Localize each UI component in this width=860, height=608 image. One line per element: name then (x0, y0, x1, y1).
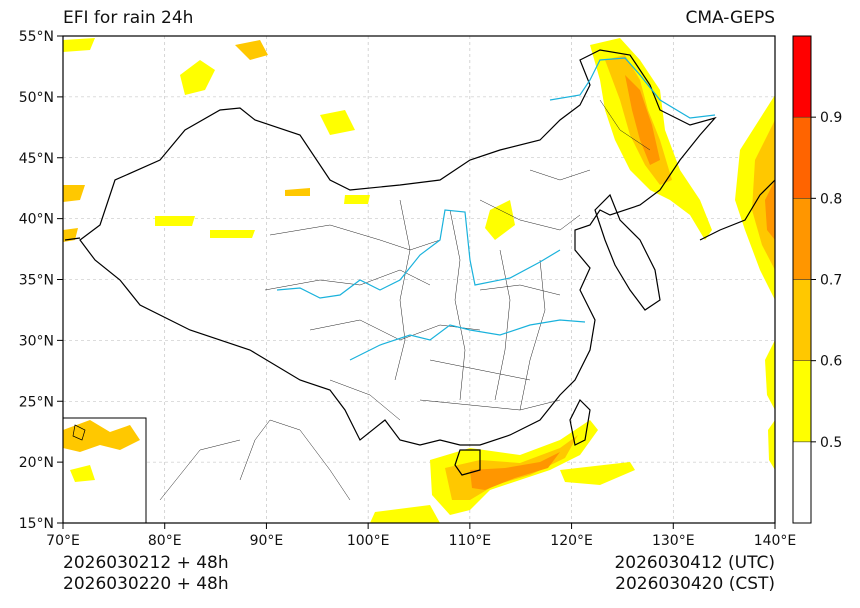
efi-area-east-lower (765, 340, 775, 410)
lat-tick-label: 55°N (19, 29, 54, 45)
colorbar-label: 0.9 (820, 110, 842, 126)
colorbar-label: 0.7 (820, 273, 842, 289)
colorbar-segment (792, 441, 812, 524)
efi-area-center-4 (210, 230, 255, 238)
lat-tick-label: 50°N (19, 90, 54, 106)
colorbar-segment (792, 35, 812, 118)
lon-tick-label: 130°E (652, 533, 695, 549)
efi-area-south-right (560, 462, 635, 485)
valid-cst: 2026030420 (CST) (615, 574, 775, 594)
colorbar-segment (792, 116, 812, 199)
model-name: CMA-GEPS (685, 8, 775, 28)
valid-utc: 2026030412 (UTC) (614, 553, 775, 573)
efi-area-center-1 (285, 188, 310, 196)
colorbar-segment (792, 279, 812, 361)
colorbar-label: 0.6 (820, 354, 842, 370)
lon-tick-label: 100°E (347, 533, 390, 549)
lat-tick-label: 15°N (19, 516, 54, 532)
map-title: EFI for rain 24h (63, 8, 194, 28)
efi-area-center-3 (155, 216, 195, 226)
efi-area-north-china (485, 200, 515, 240)
colorbar-label: 0.5 (820, 435, 842, 451)
efi-area-northwest-3 (320, 110, 355, 135)
lat-tick-label: 20°N (19, 455, 54, 471)
efi-area-east-edge-core (765, 180, 775, 240)
lat-tick-label: 35°N (19, 273, 54, 289)
efi-area-south-core (470, 452, 560, 490)
lon-tick-label: 70°E (46, 533, 80, 549)
lon-tick-label: 110°E (449, 533, 492, 549)
colorbar-label: 0.8 (820, 191, 842, 207)
lat-tick-label: 25°N (19, 394, 54, 410)
colorbar: 0.5 0.6 0.7 0.8 0.9 (792, 35, 842, 524)
init-utc: 2026030212 + 48h (63, 553, 229, 573)
colorbar-segment (792, 198, 812, 280)
colorbar-segment (792, 360, 812, 443)
lon-tick-label: 80°E (148, 533, 182, 549)
map-axes: 70°E 80°E 90°E 100°E 110°E 120°E 130°E 140°E 15°… (19, 29, 797, 549)
lon-tick-label: 140°E (754, 533, 797, 549)
efi-area-center-2 (344, 195, 370, 204)
efi-area-northwest-4 (63, 38, 95, 52)
lat-tick-label: 30°N (19, 333, 54, 349)
rivers (276, 57, 716, 361)
efi-shading (63, 38, 775, 523)
init-time: 2026030212 + 48h 2026030220 + 48h (63, 553, 229, 595)
efi-area-east-bottom (768, 420, 775, 470)
efi-area-northeast-core (625, 75, 660, 165)
efi-area-northwest-1 (180, 60, 215, 95)
efi-area-south-left (370, 505, 440, 523)
country-borders (64, 49, 775, 476)
efi-area-west-1 (63, 185, 85, 202)
lon-tick-label: 120°E (550, 533, 593, 549)
lat-tick-label: 40°N (19, 212, 54, 228)
valid-time: 2026030412 (UTC) 2026030420 (CST) (560, 553, 775, 595)
lat-tick-label: 45°N (19, 151, 54, 167)
efi-area-northwest-2 (235, 40, 268, 60)
init-cst: 2026030220 + 48h (63, 574, 229, 594)
lon-tick-label: 90°E (250, 533, 284, 549)
province-borders (159, 99, 651, 501)
